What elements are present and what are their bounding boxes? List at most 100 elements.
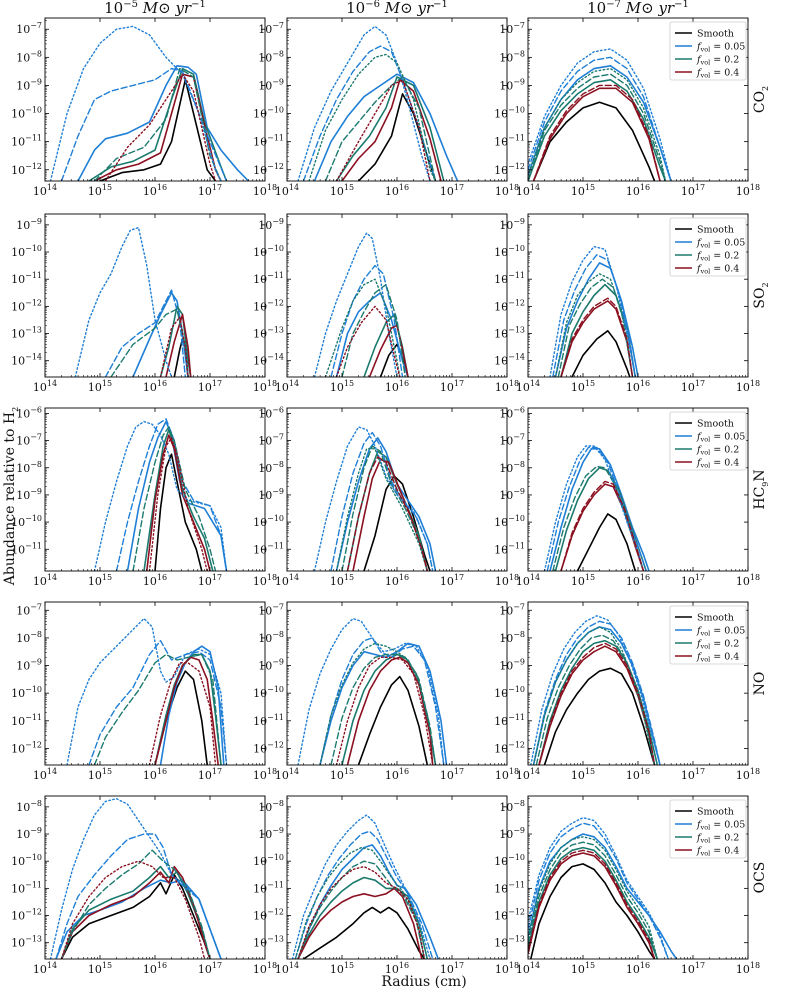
series-line — [341, 283, 406, 377]
x-tick-label: 1015 — [88, 767, 112, 782]
y-tick-label: 10−9 — [258, 487, 284, 502]
series-line — [126, 420, 228, 571]
x-tick-label: 1015 — [88, 183, 112, 198]
x-tick-label: 1018 — [253, 379, 277, 394]
legend-entry: fvol = 0.4 — [696, 458, 739, 470]
y-tick-label: 10−14 — [494, 353, 525, 368]
x-tick-label: 1014 — [275, 767, 299, 782]
series-line — [549, 245, 636, 377]
x-tick-label: 1015 — [88, 573, 112, 588]
x-tick-label: 1017 — [681, 183, 705, 198]
x-tick-label: 1014 — [275, 573, 299, 588]
y-tick-label: 10−10 — [253, 685, 284, 700]
panel-frame — [44, 213, 266, 378]
series-line — [294, 846, 426, 959]
series-line — [335, 76, 445, 181]
x-tick-label: 1016 — [143, 767, 167, 782]
x-tick-label: 1017 — [681, 573, 705, 588]
y-tick-label: 10−7 — [16, 433, 42, 448]
x-tick-label: 1016 — [626, 379, 650, 394]
y-tick-label: 10−12 — [494, 298, 525, 313]
y-tick-label: 10−9 — [499, 217, 525, 232]
series-line — [543, 445, 645, 571]
legend-box — [669, 799, 747, 859]
series-line — [291, 814, 431, 959]
legend-entry: fvol = 0.05 — [696, 626, 745, 638]
x-tick-label: 1016 — [143, 573, 167, 588]
y-tick-label: 10−9 — [499, 658, 525, 673]
series-line — [560, 297, 634, 377]
series-line — [154, 653, 222, 765]
legend-entry: Smooth — [697, 225, 734, 236]
series-line — [528, 67, 667, 181]
panel: 1014 1015 1016 1017 1018 10−11 10−10 10−9 10−8 10… — [11, 405, 277, 588]
y-tick-label: 10−9 — [16, 487, 42, 502]
x-tick-label: 1016 — [626, 573, 650, 588]
column-title: 10−5 M⊙ yr−1 — [104, 0, 206, 17]
series-line — [554, 467, 647, 571]
x-tick-label: 1016 — [626, 183, 650, 198]
series-line — [532, 101, 656, 181]
x-tick-label: 1016 — [143, 379, 167, 394]
series-line — [148, 437, 208, 571]
y-tick-label: 10−10 — [494, 106, 525, 121]
x-tick-label: 1016 — [626, 961, 650, 976]
series-line — [60, 865, 211, 959]
series-line — [576, 513, 637, 571]
y-tick-label: 10−12 — [494, 740, 525, 755]
x-tick-label: 1016 — [385, 183, 409, 198]
x-tick-label: 1018 — [495, 767, 519, 782]
y-tick-label: 10−10 — [494, 853, 525, 868]
series-line — [532, 620, 661, 765]
y-tick-label: 10−8 — [499, 49, 525, 64]
x-tick-label: 1018 — [253, 767, 277, 782]
y-tick-label: 10−13 — [11, 935, 42, 950]
y-tick-label: 10−11 — [253, 134, 284, 149]
x-tick-label: 1015 — [330, 573, 354, 588]
x-tick-label: 1014 — [33, 767, 57, 782]
molecule-label: SO2 — [752, 282, 770, 308]
y-tick-label: 10−6 — [499, 405, 525, 420]
series-line — [528, 836, 658, 959]
y-tick-label: 10−12 — [11, 740, 42, 755]
y-tick-label: 10−11 — [253, 541, 284, 556]
series-line — [165, 313, 192, 377]
y-tick-label: 10−7 — [499, 433, 525, 448]
series-line — [297, 844, 440, 959]
y-tick-label: 10−11 — [494, 541, 525, 556]
series-line — [341, 79, 442, 181]
x-tick-label: 1015 — [330, 183, 354, 198]
panel-frame — [286, 17, 508, 182]
legend-entry: fvol = 0.05 — [696, 820, 745, 832]
x-tick-label: 1017 — [198, 573, 222, 588]
y-tick-label: 10−13 — [253, 935, 284, 950]
legend-entry: fvol = 0.4 — [696, 652, 739, 664]
y-tick-label: 10−9 — [16, 658, 42, 673]
y-tick-label: 10−8 — [499, 460, 525, 475]
panel-frame — [286, 601, 508, 766]
legend-entry: fvol = 0.05 — [696, 238, 745, 250]
series-line — [132, 426, 217, 571]
x-tick-label: 1018 — [253, 183, 277, 198]
y-tick-label: 10−10 — [494, 514, 525, 529]
x-tick-label: 1015 — [571, 767, 595, 782]
legend-entry: Smooth — [697, 29, 734, 40]
x-tick-label: 1015 — [571, 961, 595, 976]
y-tick-label: 10−14 — [11, 353, 42, 368]
y-tick-label: 10−8 — [16, 460, 42, 475]
series-line — [99, 79, 217, 181]
molecule-label: CO2 — [752, 86, 770, 113]
series-line — [554, 262, 639, 377]
y-tick-label: 10−9 — [499, 77, 525, 92]
x-tick-label: 1016 — [385, 379, 409, 394]
x-tick-label: 1018 — [495, 573, 519, 588]
x-tick-label: 1014 — [275, 379, 299, 394]
x-tick-label: 1016 — [143, 961, 167, 976]
y-tick-label: 10−13 — [11, 326, 42, 341]
series-line — [346, 656, 434, 765]
y-tick-label: 10−9 — [499, 826, 525, 841]
x-tick-label: 1015 — [330, 961, 354, 976]
x-tick-label: 1017 — [440, 183, 464, 198]
series-line — [313, 232, 398, 377]
